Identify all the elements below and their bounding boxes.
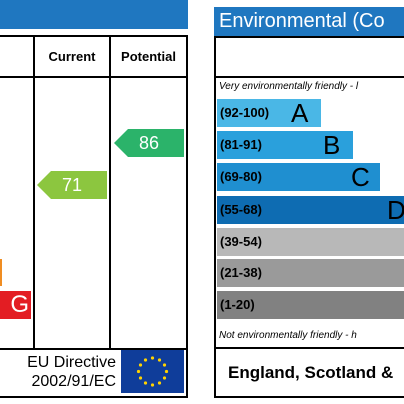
eu-directive-line2: 2002/91/EC — [31, 373, 116, 390]
rating-band-g: (1-20) — [217, 291, 404, 319]
rating-band-d: (55-68) D — [217, 196, 404, 224]
band-g-bar: G — [0, 291, 31, 319]
not-friendly-note: Not environmentally friendly - h — [219, 330, 357, 341]
band-f-bar — [0, 259, 2, 286]
rating-band-f: (21-38) — [217, 259, 404, 287]
very-friendly-note: Very environmentally friendly - l — [219, 81, 359, 92]
band-letter: C — [351, 163, 370, 191]
band-range: (69-80) — [220, 169, 262, 184]
right-panel-footer-rule — [214, 347, 404, 349]
column-header-rule — [0, 76, 188, 78]
rating-band-b: (81-91) B — [217, 131, 353, 159]
band-letter: A — [291, 99, 309, 127]
country-footer: England, Scotland & — [228, 363, 394, 382]
column-divider — [33, 35, 35, 348]
rating-band-a: (92-100) A — [217, 99, 321, 127]
left-panel-footer — [0, 346, 188, 398]
current-rating-arrow: 71 — [37, 171, 107, 199]
left-panel-header-bar — [0, 0, 188, 29]
band-range: (39-54) — [220, 234, 262, 249]
eu-directive-line1: EU Directive — [27, 354, 116, 371]
band-range: (21-38) — [220, 265, 262, 280]
band-range: (55-68) — [220, 202, 262, 217]
eu-flag-icon — [121, 350, 184, 393]
rating-band-e: (39-54) — [217, 228, 404, 256]
band-range: (1-20) — [220, 297, 255, 312]
band-range: (81-91) — [220, 137, 262, 152]
right-panel-frame — [214, 36, 404, 398]
eu-directive-text: EU Directive 2002/91/EC — [0, 353, 116, 391]
potential-rating-arrow: 86 — [114, 129, 184, 157]
potential-column-header: Potential — [121, 49, 176, 64]
right-panel-header-rule — [214, 76, 404, 78]
band-letter: B — [323, 131, 341, 159]
left-panel-table-frame — [0, 35, 188, 350]
band-letter: D — [387, 196, 404, 224]
current-column-header: Current — [48, 49, 96, 64]
environmental-panel-title: Environmental (Co — [214, 7, 404, 36]
band-range: (92-100) — [220, 105, 270, 120]
rating-band-c: (69-80) C — [217, 163, 380, 191]
column-divider — [109, 35, 111, 348]
